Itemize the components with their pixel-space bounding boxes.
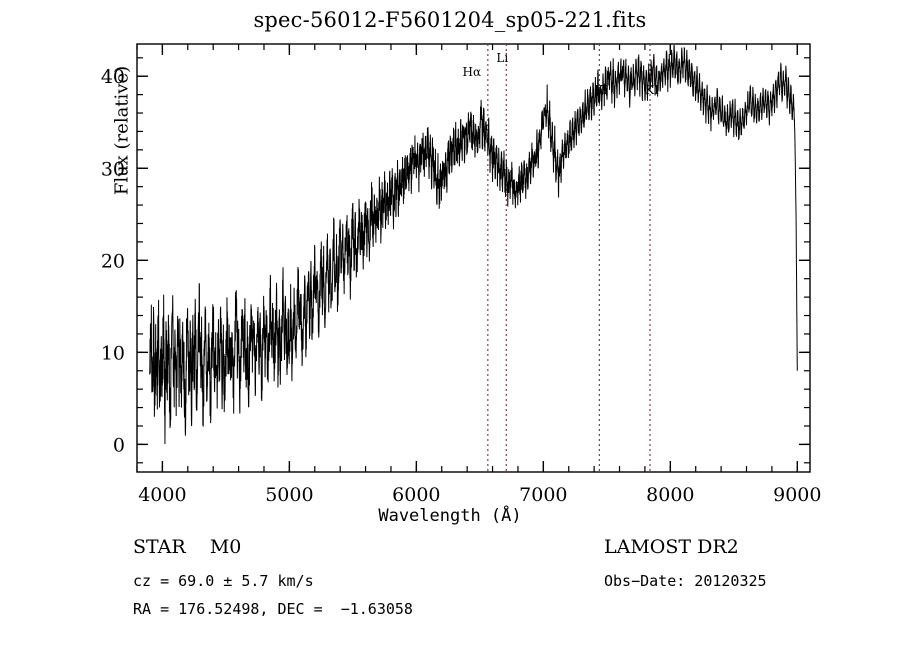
y-tick-label: 0 [113, 434, 125, 456]
coordinates: RA = 176.52498, DEC = −1.63058 [133, 600, 413, 618]
survey-name: LAMOST DR2 [604, 536, 739, 558]
spectrum-trace [149, 45, 798, 444]
tick-labels-layer: 4000 5000 6000 7000 8000 9000 0 10 20 30 40 [101, 66, 822, 506]
y-tick-label: 20 [101, 250, 125, 272]
marker-labels-layer: Hα Li KI KI [463, 51, 660, 97]
y-tick-label: 30 [101, 158, 125, 180]
x-tick-label: 8000 [646, 484, 694, 506]
observation-date: Obs−Date: 20120325 [604, 572, 767, 590]
radial-velocity: cz = 69.0 ± 5.7 km/s [133, 572, 314, 590]
marker-lines-layer [487, 44, 651, 472]
metadata-right: LAMOST DR2 Obs−Date: 20120325 [604, 536, 767, 600]
x-tick-label: 4000 [138, 484, 186, 506]
x-axis-label: Wavelength (Å) [378, 506, 522, 526]
x-tick-label: 9000 [773, 484, 821, 506]
metadata-left: STAR M0 cz = 69.0 ± 5.7 km/s RA = 176.52… [133, 536, 413, 628]
y-tick-label: 10 [101, 342, 125, 364]
x-tick-label: 6000 [392, 484, 440, 506]
spectral-marker-label: Li [496, 51, 508, 65]
y-tick-label: 40 [101, 66, 125, 88]
x-tick-label: 5000 [265, 484, 313, 506]
spectrum-trace-layer [149, 45, 798, 444]
axes-layer [136, 43, 811, 473]
spectral-marker-label: Hα [463, 65, 482, 79]
spectral-marker-label: KI [594, 83, 608, 97]
spectral-marker-label: KI [645, 83, 659, 97]
x-tick-label: 7000 [519, 484, 567, 506]
object-type: STAR M0 [133, 536, 242, 558]
page-title: spec-56012-F5601204_sp05-221.fits [253, 8, 647, 32]
